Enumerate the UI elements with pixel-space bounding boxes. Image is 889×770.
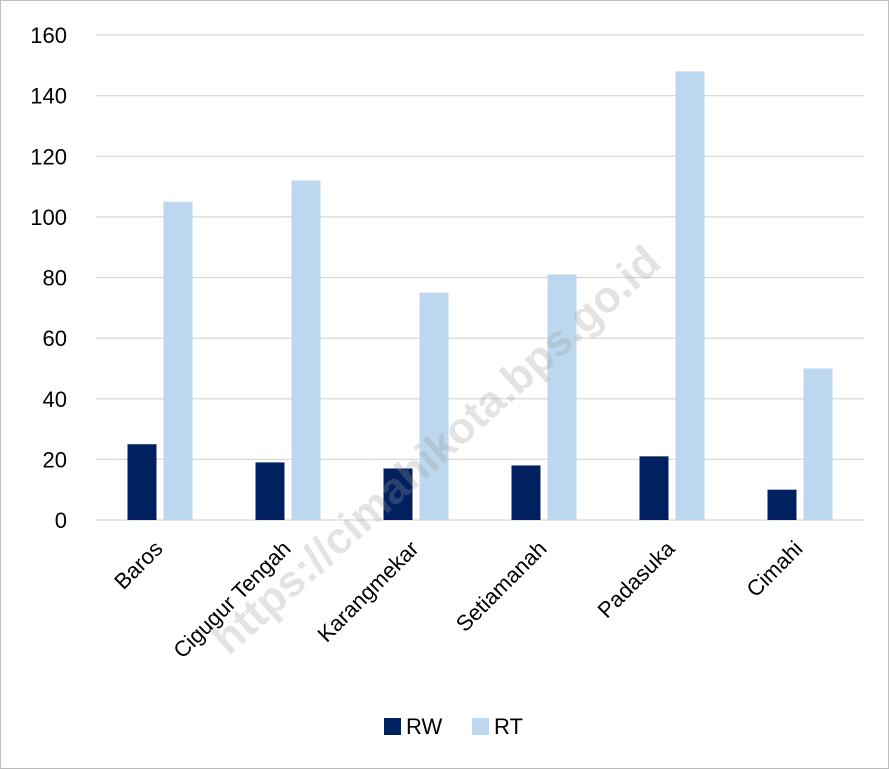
- y-axis-tick-labels: 0 20 40 60 80 100 120 140 160: [30, 23, 67, 533]
- y-tick-label: 0: [55, 508, 67, 533]
- bar-rw: [767, 489, 797, 520]
- y-tick-label: 20: [43, 447, 67, 472]
- bar-rw: [255, 462, 285, 520]
- legend-swatch-rw: [384, 718, 401, 735]
- y-tick-label: 40: [43, 387, 67, 412]
- bar-rt: [675, 71, 705, 520]
- bars: [127, 71, 833, 520]
- x-category-label: Cimahi: [741, 536, 807, 602]
- bar-rt: [163, 201, 193, 520]
- bar-rw: [127, 444, 157, 520]
- legend-label-rt: RT: [494, 714, 523, 739]
- bar-rw: [511, 465, 541, 520]
- y-tick-label: 60: [43, 326, 67, 351]
- x-axis-category-labels: Baros Cigugur Tengah Karangmekar Setiamanah…: [109, 535, 807, 663]
- bar-rt: [291, 180, 321, 520]
- y-tick-label: 100: [30, 205, 67, 230]
- bar-rt: [419, 292, 449, 520]
- legend-label-rw: RW: [406, 714, 442, 739]
- x-category-label: Setiamanah: [451, 536, 552, 637]
- y-tick-label: 140: [30, 84, 67, 109]
- legend: RW RT: [384, 714, 523, 739]
- x-category-label: Baros: [109, 536, 167, 594]
- y-tick-label: 120: [30, 144, 67, 169]
- bar-rt: [547, 274, 577, 520]
- gridlines: [96, 34, 864, 521]
- y-tick-label: 80: [43, 266, 67, 291]
- bar-rt: [803, 368, 833, 520]
- bar-rw: [639, 456, 669, 520]
- legend-swatch-rt: [472, 718, 489, 735]
- y-tick-label: 160: [30, 23, 67, 48]
- x-category-label: Padasuka: [593, 535, 680, 622]
- bar-rw: [383, 468, 413, 520]
